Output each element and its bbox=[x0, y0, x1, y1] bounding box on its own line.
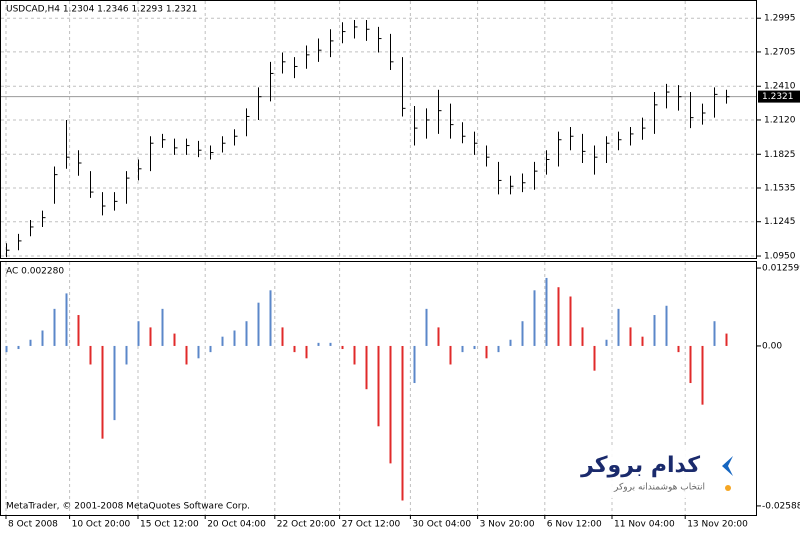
y-tick-label: -0.02588 bbox=[762, 501, 800, 511]
x-tick-label: 6 Nov 12:00 bbox=[547, 520, 602, 530]
watermark-subtitle: انتخاب هوشمندانه بروکر bbox=[613, 483, 705, 493]
y-tick-label: 1.1535 bbox=[764, 183, 796, 193]
x-tick-label: 15 Oct 12:00 bbox=[140, 520, 199, 530]
x-tick-label: 30 Oct 04:00 bbox=[412, 520, 471, 530]
current-price-box bbox=[758, 90, 800, 103]
symbol-title: USDCAD,H4 1.2304 1.2346 1.2293 1.2321 bbox=[6, 5, 197, 15]
y-tick-label: 1.2705 bbox=[764, 47, 796, 57]
y-tick-label: 0.012599 bbox=[762, 264, 800, 274]
watermark-dot bbox=[725, 485, 731, 491]
watermark: کدام بروکر انتخاب هوشمندانه بروکر bbox=[580, 448, 745, 498]
watermark-box bbox=[595, 448, 745, 498]
y-tick-label: 1.0950 bbox=[764, 252, 796, 262]
x-tick-label: 10 Oct 20:00 bbox=[72, 520, 131, 530]
x-tick-label: 22 Oct 20:00 bbox=[277, 520, 336, 530]
y-tick-label: 1.2120 bbox=[764, 115, 796, 125]
x-tick-label: 3 Nov 20:00 bbox=[480, 520, 535, 530]
y-tick-label: 1.2995 bbox=[764, 14, 796, 24]
y-tick-label: 1.1245 bbox=[764, 217, 796, 227]
y-tick-label: 1.2410 bbox=[764, 82, 796, 92]
y-tick-label: 1.1825 bbox=[764, 150, 796, 160]
watermark-logo bbox=[722, 456, 733, 476]
x-tick-label: 11 Nov 04:00 bbox=[614, 520, 675, 530]
x-tick-label: 13 Nov 20:00 bbox=[687, 520, 748, 530]
current-price-label: 1.2321 bbox=[762, 92, 794, 102]
watermark-title: کدام بروکر bbox=[580, 453, 700, 478]
x-tick-label: 20 Oct 04:00 bbox=[207, 520, 266, 530]
x-tick-label: 8 Oct 2008 bbox=[8, 520, 58, 530]
x-tick-label: 27 Oct 12:00 bbox=[342, 520, 401, 530]
indicator-title: AC 0.002280 bbox=[6, 267, 64, 277]
copyright: MetaTrader, © 2001-2008 MetaQuotes Softw… bbox=[6, 502, 250, 512]
y-tick-label: 0.00 bbox=[762, 341, 782, 351]
